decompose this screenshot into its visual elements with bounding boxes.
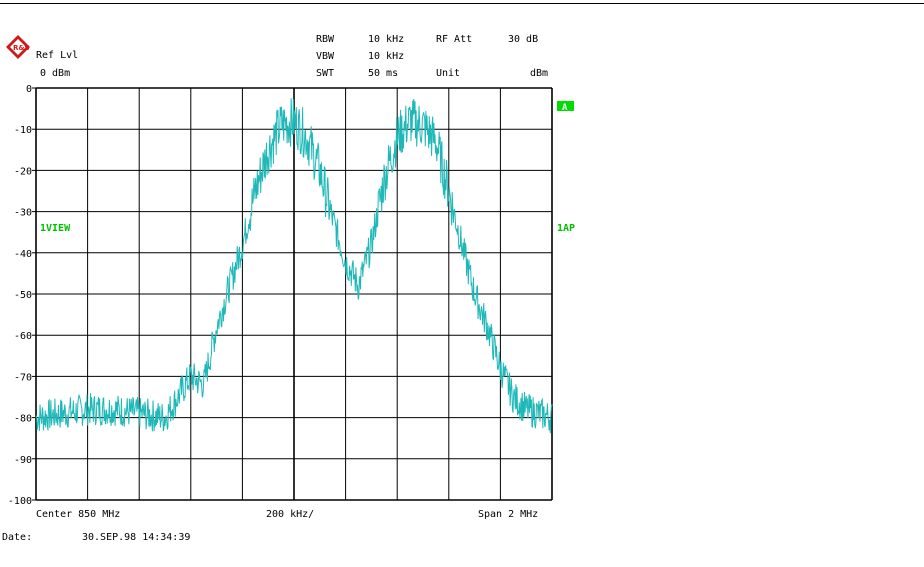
division-span: 200 kHz/ xyxy=(266,509,314,520)
swt-label: SWT xyxy=(316,68,334,79)
y-tick-label: -80 xyxy=(14,414,32,425)
swt-value: 50 ms xyxy=(368,68,398,79)
rohde-schwarz-logo: R&S xyxy=(6,35,30,59)
vbw-label: VBW xyxy=(316,51,335,62)
ref-level-value: 0 dBm xyxy=(40,68,70,79)
y-tick-label: -30 xyxy=(14,208,32,219)
view-marker: 1VIEW xyxy=(40,223,71,234)
span-value: Span 2 MHz xyxy=(478,509,538,520)
y-tick-label: -100 xyxy=(8,496,32,507)
ref-level-label: Ref Lvl xyxy=(36,50,78,61)
center-frequency: Center 850 MHz xyxy=(36,509,120,520)
rbw-label: RBW xyxy=(316,34,335,45)
y-tick-labels: 0 -10 -20 -30 -40 -50 -60 -70 -80 -90 -100 xyxy=(8,84,32,507)
y-tick-label: -90 xyxy=(14,455,32,466)
spectrum-trace xyxy=(35,98,553,434)
rbw-value: 10 kHz xyxy=(368,34,404,45)
top-border xyxy=(0,3,924,4)
unit-value: dBm xyxy=(530,68,548,79)
y-tick-label: 0 xyxy=(26,84,32,95)
vbw-value: 10 kHz xyxy=(368,51,404,62)
ap-marker: 1AP xyxy=(557,223,575,234)
y-tick-label: -70 xyxy=(14,372,32,383)
unit-label: Unit xyxy=(436,68,460,79)
trace-a-marker: A xyxy=(557,101,574,113)
y-tick-label: -10 xyxy=(14,125,32,136)
plot-grid xyxy=(32,87,553,501)
rf-att-value: 30 dB xyxy=(508,34,538,45)
date-value: 30.SEP.98 14:34:39 xyxy=(82,532,190,543)
date-label: Date: xyxy=(2,532,32,543)
rf-att-label: RF Att xyxy=(436,34,472,45)
y-tick-label: -50 xyxy=(14,290,32,301)
svg-text:R&S: R&S xyxy=(13,44,30,52)
y-tick-label: -40 xyxy=(14,249,32,260)
svg-text:A: A xyxy=(562,103,568,113)
y-tick-label: -60 xyxy=(14,331,32,342)
y-tick-label: -20 xyxy=(14,166,32,177)
